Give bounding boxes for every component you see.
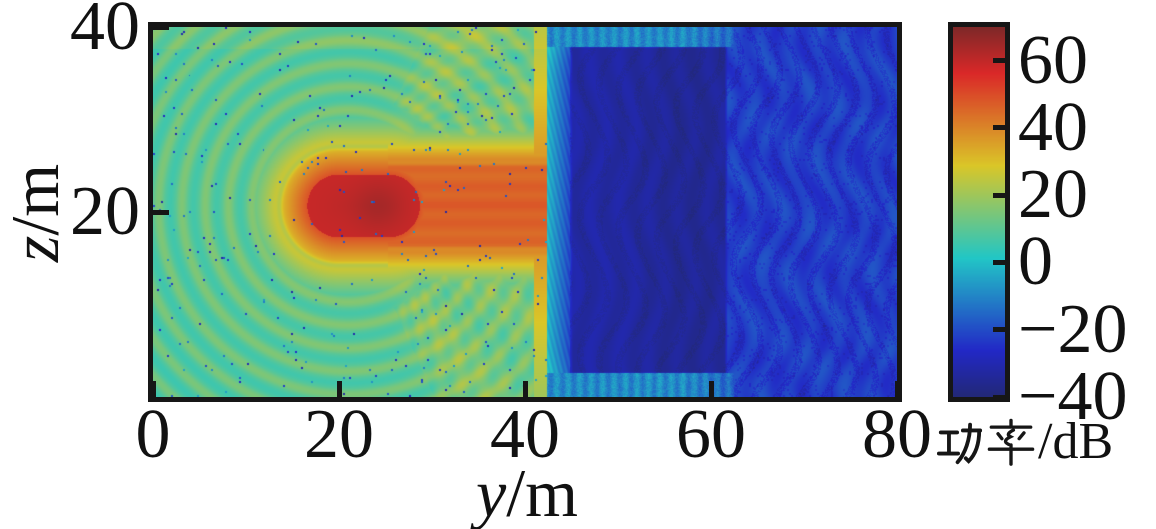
x-axis-label: y/m	[476, 458, 578, 528]
x-axis-tickmark	[522, 381, 528, 397]
hanzi-gong-power-glyph	[936, 422, 983, 465]
x-axis-tickmark	[708, 381, 714, 397]
z-axis-tick-label: 20	[70, 173, 140, 250]
colorbar-tickmark	[993, 394, 1005, 400]
z-axis-tickmark	[153, 209, 169, 215]
x-axis-tick-label: 20	[304, 396, 374, 473]
colorbar-tickmark	[993, 58, 1005, 64]
colorbar-tickmark	[993, 125, 1005, 131]
x-axis-label-unit: /m	[506, 455, 578, 529]
z-axis-tickmark	[153, 24, 169, 30]
colorbar-title: 功率/dB /dB	[936, 414, 1113, 470]
colorbar-tick-label: 60	[1018, 21, 1088, 99]
x-axis-tickmark	[894, 381, 900, 397]
x-axis-tick-label: 60	[676, 396, 746, 473]
x-axis-label-variable: y	[476, 455, 507, 529]
colorbar-tick-label: 40	[1018, 88, 1088, 166]
plot-frame	[148, 22, 902, 402]
colorbar-title-unit: /dB	[1038, 413, 1114, 470]
colorbar-tickmark	[993, 192, 1005, 198]
x-axis-tick-label: 80	[862, 396, 932, 473]
x-axis-tickmark	[150, 381, 156, 397]
z-axis-tick-label: 40	[70, 0, 140, 65]
colorbar-tick-label: −40	[1018, 358, 1128, 435]
x-axis-tick-label: 0	[135, 396, 171, 473]
heatmap-canvas	[153, 27, 897, 397]
colorbar-tick-label: 20	[1018, 156, 1088, 234]
colorbar-tick-label: −20	[1018, 290, 1128, 368]
colorbar-tick-label: 0	[1018, 223, 1053, 301]
hanzi-lv-rate-glyph	[987, 418, 1035, 466]
x-axis-tick-label: 40	[490, 396, 560, 473]
colorbar-tickmark	[993, 259, 1005, 265]
x-axis-tickmark	[336, 381, 342, 397]
colorbar-tickmark	[993, 327, 1005, 333]
colorbar-canvas	[953, 27, 1005, 397]
colorbar	[948, 22, 1010, 402]
